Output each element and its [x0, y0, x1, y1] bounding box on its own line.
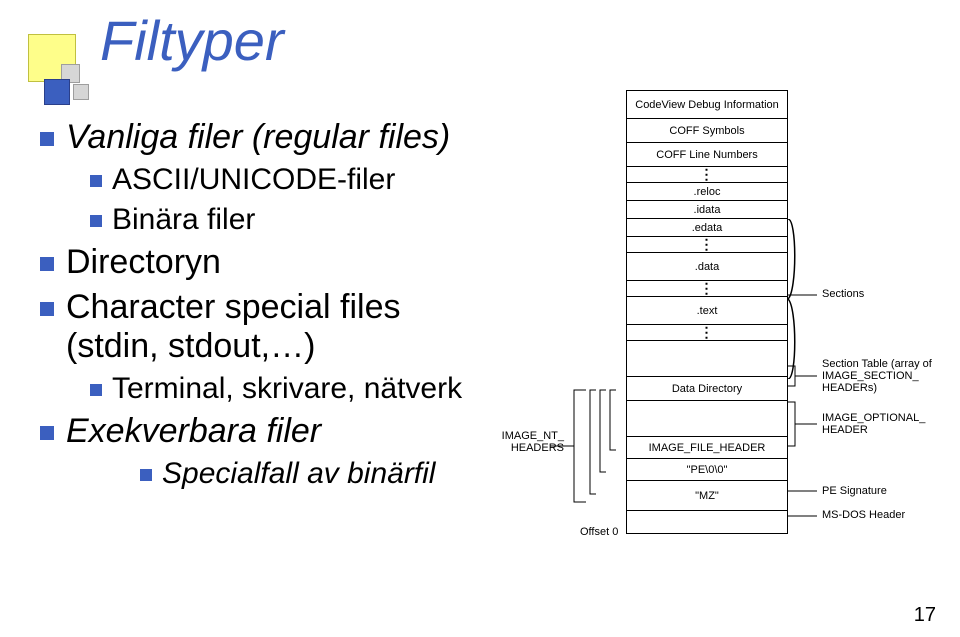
stack-segment: ⋮	[627, 281, 787, 297]
stack-segment	[627, 341, 787, 377]
bullet-text: Character special files (stdin, stdout,……	[66, 288, 470, 366]
stack-segment: .reloc	[627, 183, 787, 201]
right-connectors-icon	[787, 90, 942, 532]
bullet-text: Vanliga filer (regular files)	[66, 118, 450, 157]
bullet-icon	[40, 132, 54, 146]
bullet-icon	[40, 302, 54, 316]
stack-segment: ⋮	[627, 167, 787, 183]
bullet-binara: Binära filer	[90, 203, 470, 237]
label-optional-header: IMAGE_OPTIONAL_ HEADER	[822, 412, 925, 436]
bullet-icon	[90, 384, 102, 396]
bullet-ascii: ASCII/UNICODE-filer	[90, 163, 470, 197]
bullet-vanliga: Vanliga filer (regular files)	[40, 118, 470, 157]
label-sections: Sections	[822, 288, 864, 300]
pe-diagram: CodeView Debug InformationCOFF SymbolsCO…	[502, 90, 942, 560]
slide-logo	[28, 34, 98, 104]
content: Vanliga filer (regular files) ASCII/UNIC…	[40, 112, 470, 497]
stack-segment: .edata	[627, 219, 787, 237]
stack-segment: ⋮	[627, 237, 787, 253]
stack-segment: .text	[627, 297, 787, 325]
bullet-text: Directoryn	[66, 243, 221, 282]
bullet-specialfall: Specialfall av binärfil	[140, 457, 470, 491]
pe-stack: CodeView Debug InformationCOFF SymbolsCO…	[626, 90, 788, 534]
slide: { "page": { "number": "17" }, "title": "…	[0, 0, 960, 637]
label-offset0: Offset 0	[580, 526, 618, 538]
page-title: Filtyper	[100, 8, 284, 73]
stack-segment: IMAGE_FILE_HEADER	[627, 437, 787, 459]
stack-segment: .idata	[627, 201, 787, 219]
label-nt-headers: IMAGE_NT_ HEADERS	[494, 430, 564, 454]
stack-segment: "MZ"	[627, 481, 787, 511]
stack-segment: .data	[627, 253, 787, 281]
bullet-text: Binära filer	[112, 203, 255, 237]
bullet-text: Specialfall av binärfil	[162, 457, 435, 491]
page-number: 17	[914, 604, 936, 627]
bullet-directoryn: Directoryn	[40, 243, 470, 282]
logo-blue	[44, 79, 70, 105]
bullet-icon	[140, 469, 152, 481]
label-section-table: Section Table (array of IMAGE_SECTION_ H…	[822, 358, 932, 394]
bullet-text: Exekverbara filer	[66, 412, 321, 451]
bullet-icon	[40, 257, 54, 271]
bullet-terminal: Terminal, skrivare, nätverk	[90, 372, 470, 406]
label-msdos-header: MS-DOS Header	[822, 509, 905, 521]
bullet-icon	[90, 215, 102, 227]
logo-grey2	[73, 84, 89, 100]
bullet-charspecial: Character special files (stdin, stdout,……	[40, 288, 470, 366]
stack-segment	[627, 401, 787, 437]
bullet-icon	[40, 426, 54, 440]
bullet-text: Terminal, skrivare, nätverk	[112, 372, 462, 406]
stack-segment: COFF Line Numbers	[627, 143, 787, 167]
bullet-exekverbara: Exekverbara filer	[40, 412, 470, 451]
bullet-text: ASCII/UNICODE-filer	[112, 163, 395, 197]
label-pe-signature: PE Signature	[822, 485, 887, 497]
stack-segment: ⋮	[627, 325, 787, 341]
stack-segment: "PE\0\0"	[627, 459, 787, 481]
stack-segment: Data Directory	[627, 377, 787, 401]
left-brackets-icon	[502, 90, 626, 532]
sections-brace-icon	[787, 219, 801, 379]
bullet-icon	[90, 175, 102, 187]
stack-segment: COFF Symbols	[627, 119, 787, 143]
stack-segment: CodeView Debug Information	[627, 91, 787, 119]
